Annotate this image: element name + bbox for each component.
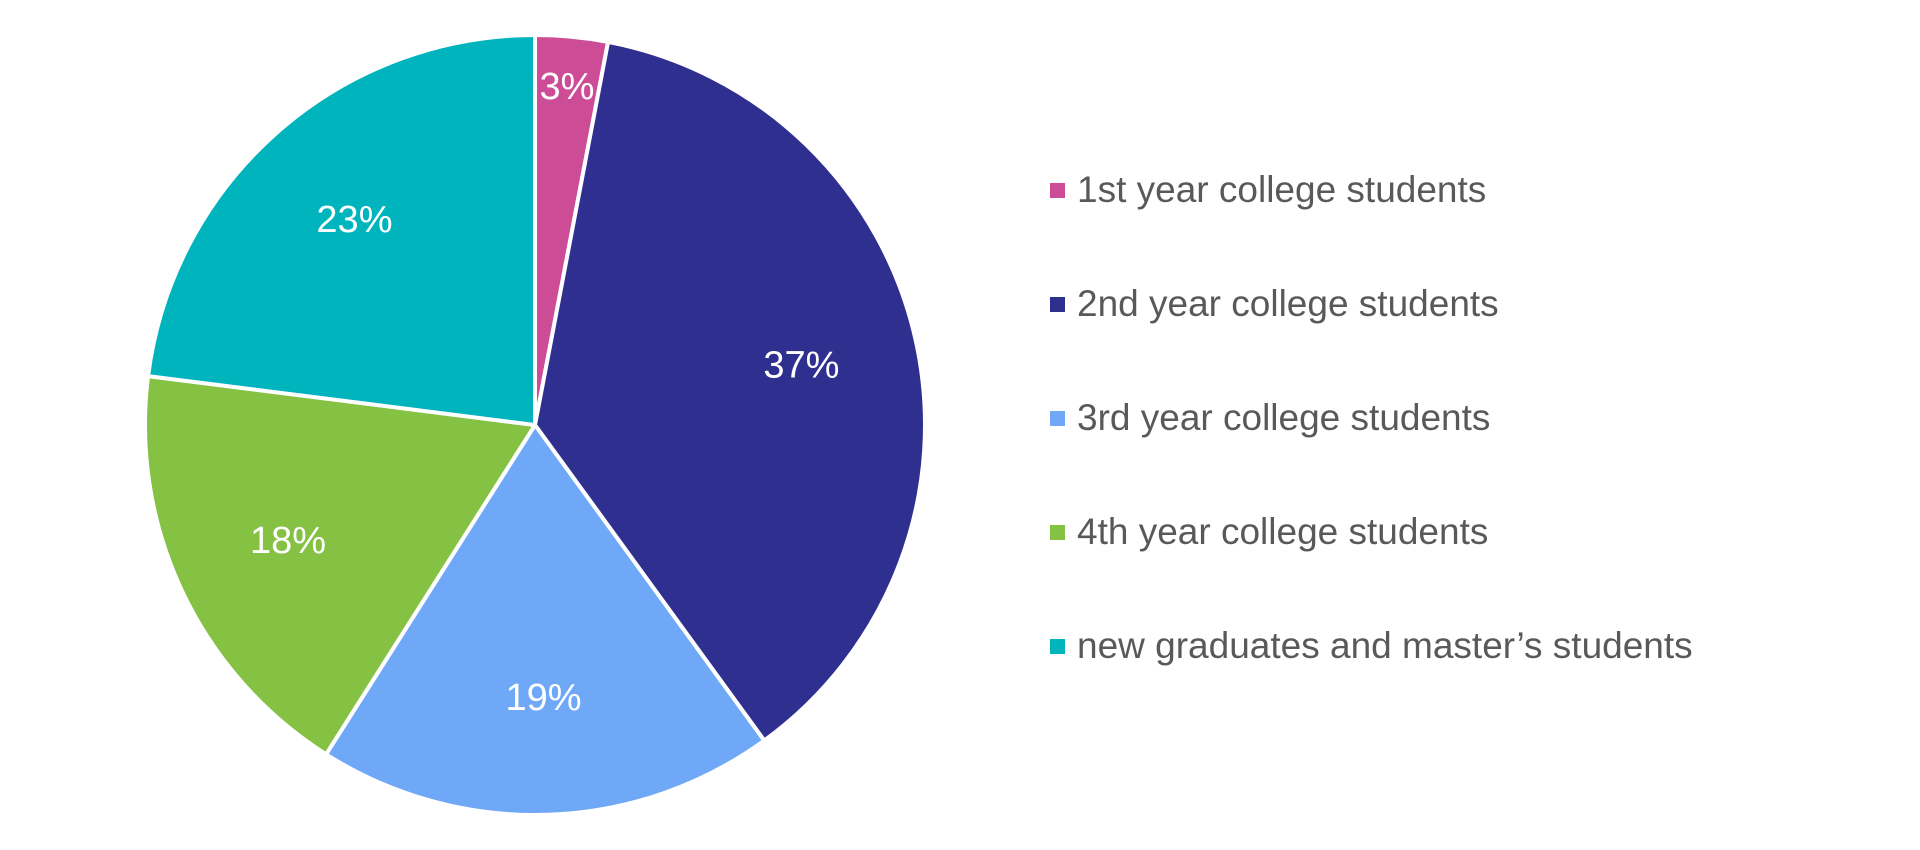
legend-label: new graduates and master’s students <box>1077 625 1693 666</box>
legend-swatch <box>1050 524 1065 540</box>
pie-slices <box>143 33 927 817</box>
pie-plot-area: 3% 37% 19% 18% 23% <box>143 33 927 817</box>
legend-label: 2nd year college students <box>1077 283 1499 324</box>
pie-slice <box>324 423 767 817</box>
pie-data-labels: 3% 37% 19% 18% 23% <box>250 66 840 719</box>
legend-item: 3rd year college students <box>1050 397 1693 438</box>
legend-item: new graduates and master’s students <box>1050 625 1693 666</box>
pie-slice <box>533 39 927 743</box>
legend-item: 2nd year college students <box>1050 283 1693 324</box>
legend-label: 4th year college students <box>1077 511 1489 552</box>
pie-data-label: 19% <box>506 677 582 719</box>
pie-data-label: 3% <box>539 66 594 108</box>
legend-swatch <box>1050 296 1065 312</box>
legend-swatch <box>1050 638 1065 654</box>
legend-item: 1st year college students <box>1050 169 1693 210</box>
legend-swatch <box>1050 182 1065 198</box>
legend-label: 1st year college students <box>1077 169 1487 210</box>
pie-data-label: 37% <box>763 344 839 386</box>
pie-data-label: 23% <box>316 199 392 241</box>
pie-slice <box>143 374 537 757</box>
legend-swatch <box>1050 410 1065 426</box>
legend-label: 3rd year college students <box>1077 397 1491 438</box>
chart-legend: 1st year college students 2nd year colleg… <box>1050 169 1693 740</box>
pie-data-label: 18% <box>250 520 326 562</box>
pie-slice <box>146 33 537 427</box>
legend-item: 4th year college students <box>1050 511 1693 552</box>
